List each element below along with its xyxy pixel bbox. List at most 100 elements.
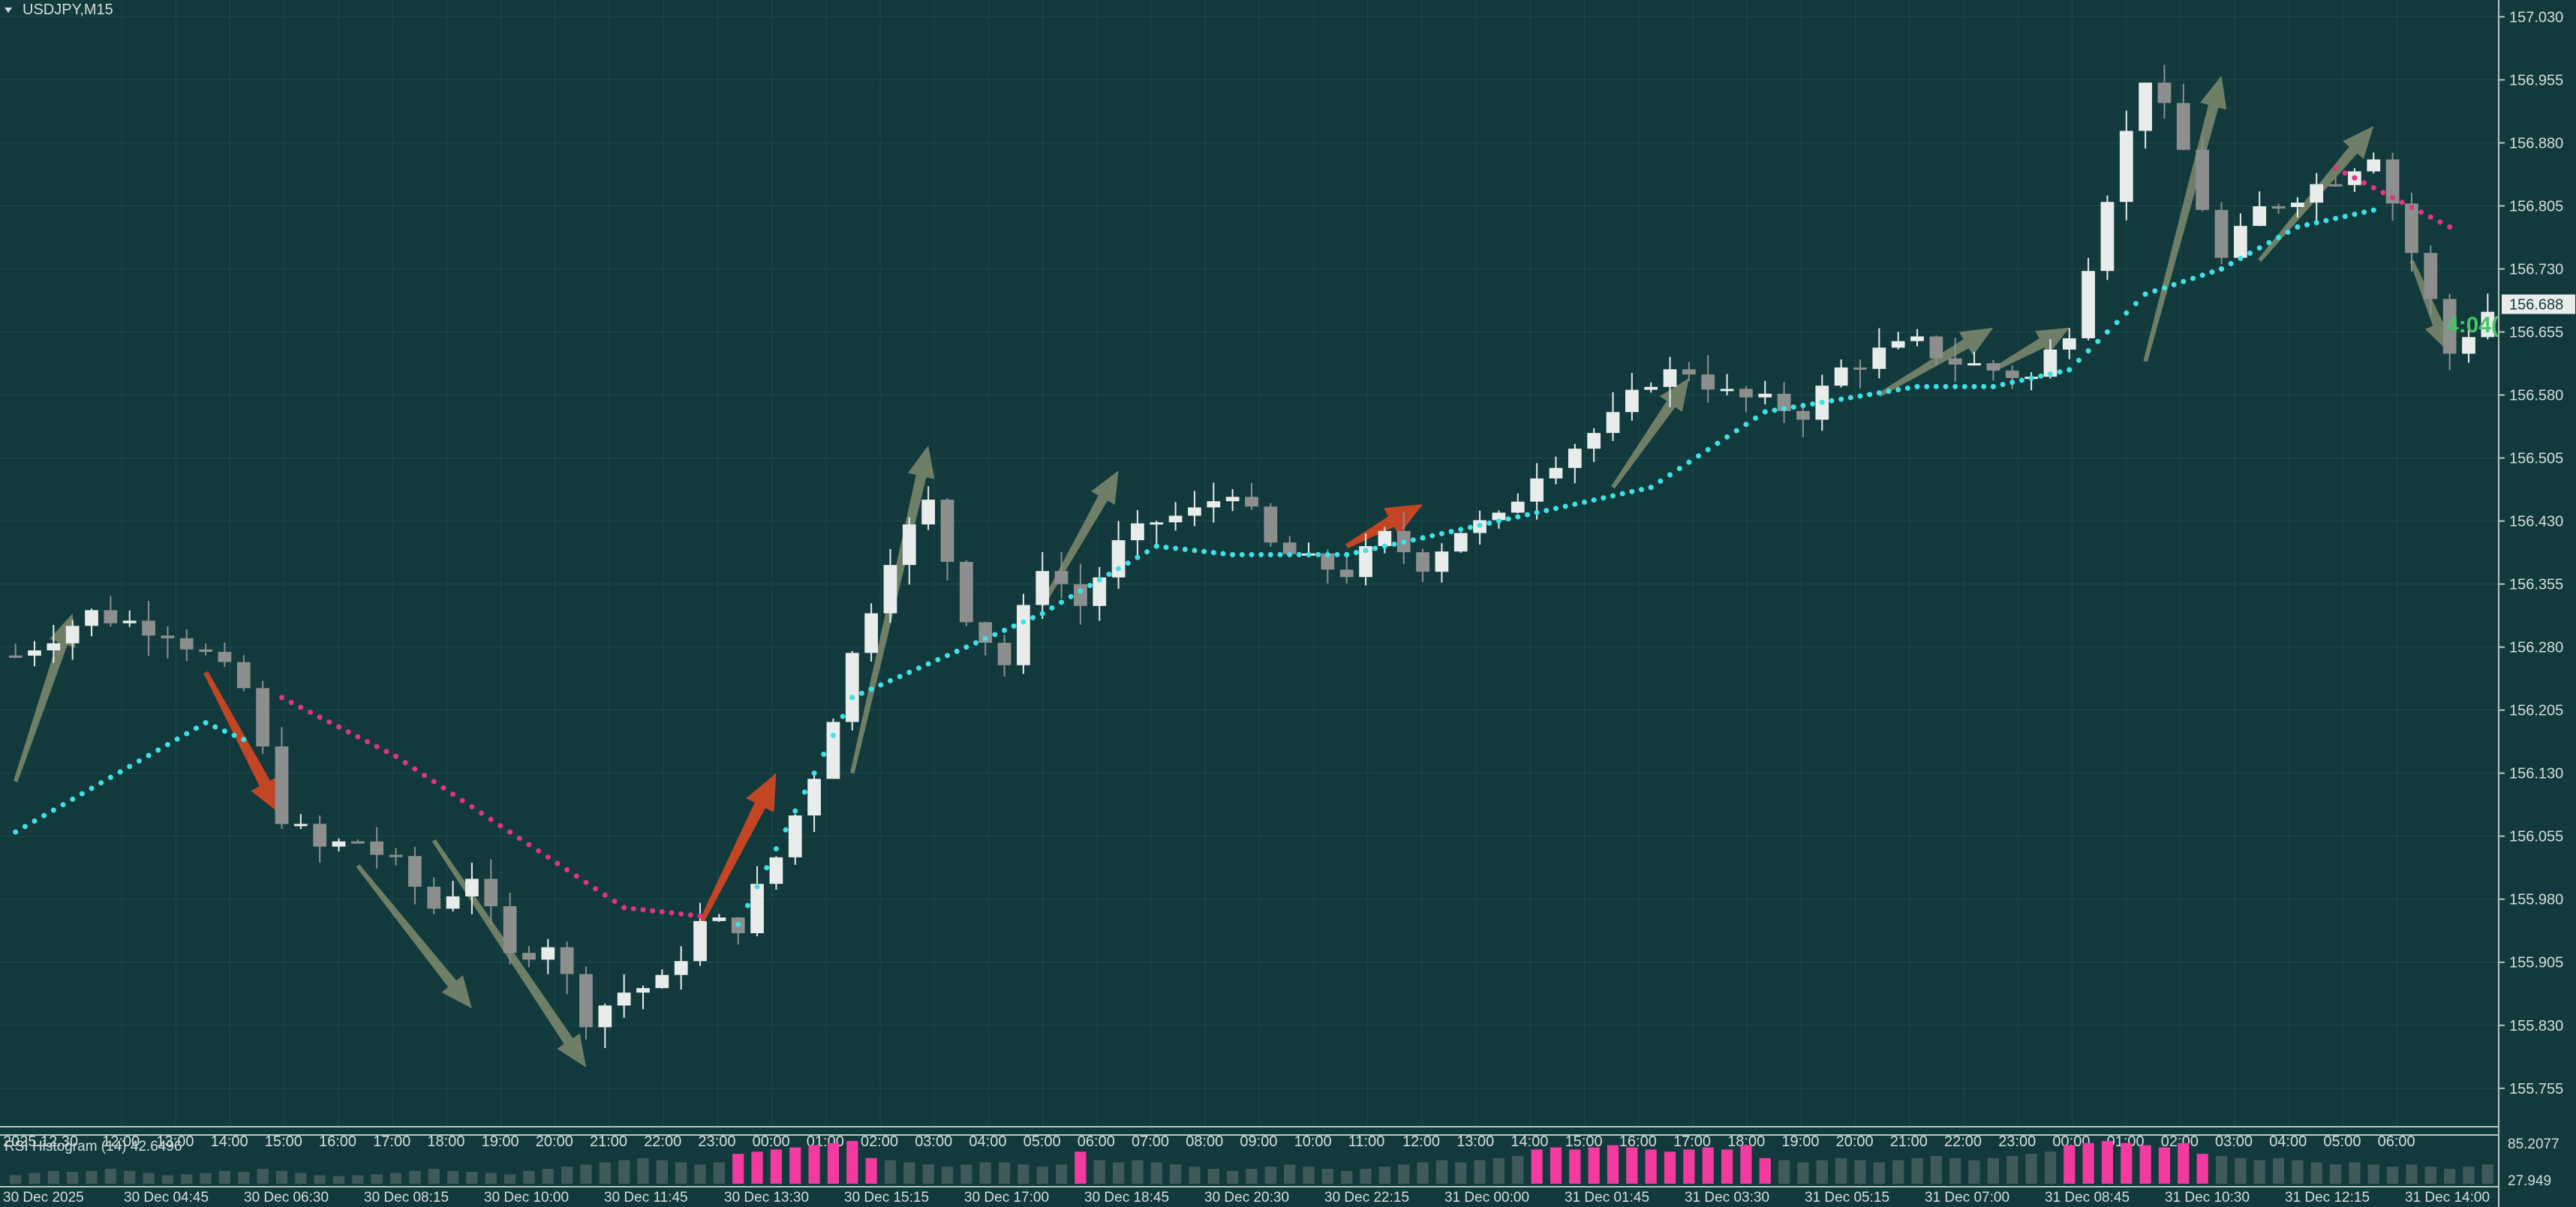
trend-arrow [14,613,76,782]
candle-body [161,635,175,638]
sar-dot-up [915,665,921,671]
date-tick-label: 31 Dec 14:00 [2405,1190,2490,1205]
sar-dot-up [1410,537,1416,543]
sar-dot-up [811,770,817,776]
sar-dot-up [1401,539,1407,545]
candle-body [2157,83,2172,104]
sar-dot-up [821,751,827,757]
sar-dot-up [954,648,960,654]
date-tick-label: 30 Dec 11:45 [604,1190,688,1205]
sar-dot-up [1239,551,1245,557]
sar-dot-up [1733,428,1739,434]
sar-dot-up [2361,209,2367,215]
sar-dot-up [2181,278,2187,284]
rsi-histogram-bar [29,1172,41,1184]
rsi-histogram-bar [2178,1142,2190,1184]
sar-dot-up [2323,218,2329,224]
time-tick-label: 20:00 [1836,1133,1874,1150]
sar-dot-up [1667,472,1673,478]
candle-body [1891,341,1905,348]
time-tick-label: 14:00 [1510,1133,1548,1150]
price-tick-label: 155.830 [2509,1018,2563,1034]
candle-body [1207,501,1221,508]
price-tick-label: 157.030 [2509,9,2563,26]
sar-dot-up [1277,551,1283,557]
sar-dot-up [212,724,218,730]
rsi-histogram-bar [1911,1157,1923,1184]
sar-dot-up [1753,415,1759,421]
rsi-histogram-bar [2329,1164,2342,1184]
candle-body [1093,577,1107,606]
rsi-histogram-bar [47,1170,59,1184]
price-tick-label: 155.905 [2509,955,2563,971]
candle-body [2253,206,2267,227]
candle-body [2291,203,2304,208]
time-tick-label: 15:00 [265,1133,302,1150]
candle-body [1321,553,1335,570]
candle-body [902,524,916,566]
candle-body [1986,363,2000,371]
sar-dot-up [1743,422,1749,428]
symbol-dropdown-icon[interactable] [5,8,12,13]
sar-dot-down [355,734,361,740]
time-tick-label: 13:00 [156,1133,194,1150]
rsi-histogram-bar [1626,1147,1638,1184]
sar-dot-down [374,743,380,749]
sar-dot-up [1904,385,1910,391]
candle-body [655,974,669,989]
candle-body [256,688,270,747]
rsi-histogram-bar [1150,1162,1162,1184]
rsi-histogram-bar [466,1172,478,1184]
rsi-histogram-bar [2349,1162,2361,1184]
candle-body [1359,545,1372,578]
sar-dot-down [422,772,428,778]
sar-dot-up [1610,493,1616,499]
time-tick-label: 00:00 [753,1133,790,1150]
sar-dot-up [127,764,133,770]
sar-dot-down [298,704,304,710]
time-tick-label: 01:00 [2107,1133,2145,1150]
candle-body [484,878,498,907]
time-tick-label: 05:00 [2323,1133,2361,1150]
sar-dot-up [117,769,123,775]
sar-dot-up [1800,403,1806,409]
time-tick-label: 23:00 [1998,1133,2036,1150]
rsi-histogram-bar [1398,1164,1410,1184]
price-tick-label: 155.755 [2509,1081,2563,1097]
rsi-histogram-bar [1455,1162,1467,1184]
candle-body [1606,412,1620,434]
candle-body [2139,83,2153,131]
rsi-histogram-bar [1246,1169,1258,1184]
candle-body [807,779,821,816]
sar-dot-down [288,699,294,705]
sar-dot-up [1534,509,1540,515]
sar-dot-up [1990,383,1996,389]
sar-dot-up [174,736,180,742]
price-tick-label: 156.955 [2509,72,2563,89]
rsi-histogram-bar [332,1175,345,1184]
rsi-histogram-bar [1112,1162,1125,1184]
sar-dot-up [241,737,247,743]
sar-dot-up [2276,234,2282,240]
rsi-histogram-bar [1854,1160,1866,1184]
date-tick-label: 31 Dec 05:15 [1805,1190,1889,1205]
sar-dot-up [32,818,38,824]
sar-dot-up [1125,560,1131,566]
time-tick-label: 17:00 [373,1133,410,1150]
sar-dot-up [2333,215,2339,221]
candle-body [2424,253,2438,299]
chart-title: USDJPY,M15 [23,2,113,18]
time-tick-label: 17:00 [1673,1133,1711,1150]
candle-body [1796,410,1810,420]
rsi-histogram-bar [903,1162,915,1184]
rsi-histogram-bar [2215,1155,2228,1184]
candle-body [997,642,1011,665]
rsi-histogram-bar [922,1164,934,1184]
candle-body [1739,389,1753,398]
rsi-histogram-bar [1492,1157,1505,1184]
candle-body [1168,515,1183,523]
price-tick-label: 156.055 [2509,829,2563,845]
candle-body [65,626,80,644]
candle-body [122,620,137,623]
